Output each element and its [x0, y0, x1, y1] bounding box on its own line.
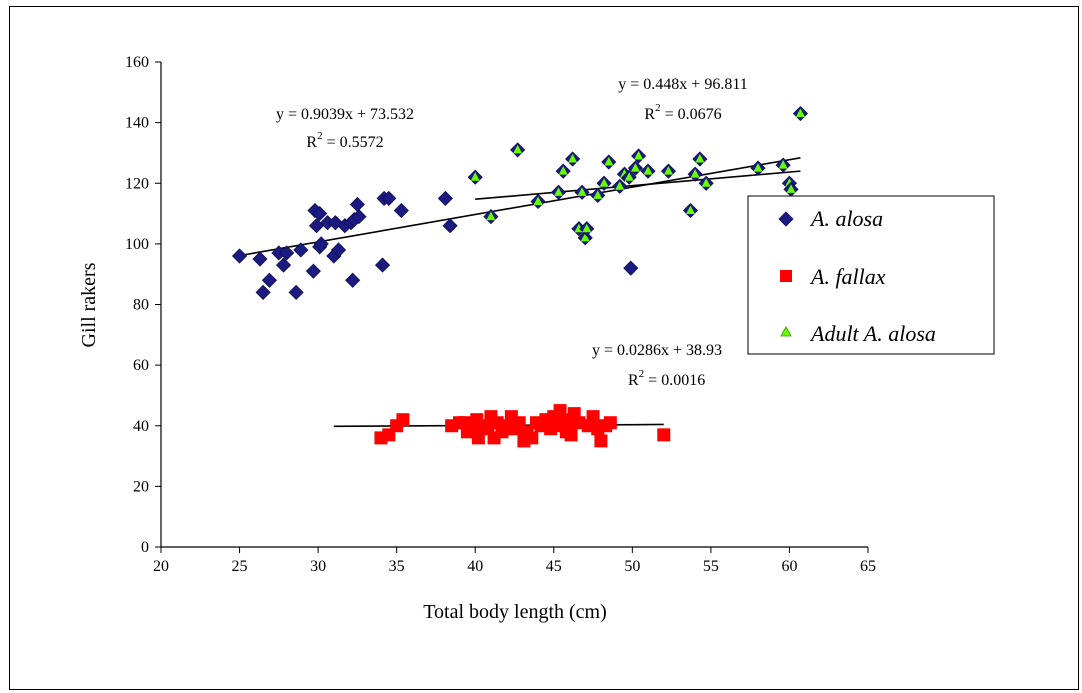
data-point-adult-alosa — [701, 178, 711, 187]
x-tick-label: 60 — [781, 558, 797, 575]
legend-label-adult-alosa: Adult A. alosa — [809, 321, 936, 346]
data-point-fallax — [603, 416, 617, 430]
y-tick-label: 160 — [125, 54, 149, 71]
data-point-adult-alosa — [753, 163, 763, 172]
y-tick-label: 120 — [125, 175, 149, 192]
data-point-alosa — [330, 242, 347, 258]
data-point-adult-alosa — [624, 172, 634, 181]
data-point-adult-alosa — [690, 169, 700, 178]
legend-marker-fallax — [780, 270, 792, 282]
y-axis-label: Gill rakers — [78, 262, 100, 347]
legend-marker-alosa — [778, 211, 794, 227]
y-tick-label: 0 — [141, 539, 149, 556]
chart-frame — [9, 6, 1079, 690]
trendline-label-adult-alosa: y = 0.448x + 96.811 R2 = 0.0676 — [618, 76, 747, 123]
trendline-label-alosa: y = 0.9039x + 73.532 R2 = 0.5572 — [276, 106, 414, 151]
data-point-adult-alosa — [553, 187, 563, 196]
legend: A. alosa A. fallax Adult A. alosa — [747, 195, 995, 355]
data-point-alosa — [252, 251, 268, 267]
x-axis-label: Total body length (cm) — [423, 601, 607, 623]
data-point-adult-alosa — [513, 144, 523, 154]
data-point-adult-alosa — [599, 178, 609, 187]
data-point-alosa — [293, 242, 309, 258]
x-tick-label: 20 — [153, 558, 169, 575]
x-tick-label: 45 — [546, 558, 562, 575]
data-point-fallax — [525, 431, 539, 445]
data-point-adult-alosa — [795, 108, 805, 118]
data-point-adult-alosa — [643, 166, 653, 175]
data-point-alosa — [279, 245, 295, 261]
r2-fallax: R2 = 0.0016 — [628, 368, 705, 389]
data-point-fallax — [564, 428, 578, 442]
legend-marker-adult-alosa — [780, 326, 792, 337]
equation-adult-alosa: y = 0.448x + 96.811 — [618, 76, 747, 93]
data-point-alosa — [275, 257, 292, 273]
data-point-alosa — [437, 190, 453, 206]
equation-fallax: y = 0.0286x + 38.93 — [592, 342, 722, 359]
r2-adult-alosa: R2 = 0.0676 — [644, 102, 721, 123]
y-tick-label: 40 — [133, 418, 149, 435]
x-tick-label: 40 — [467, 558, 483, 575]
data-point-alosa — [231, 248, 248, 264]
data-point-adult-alosa — [470, 172, 480, 181]
equation-alosa: y = 0.9039x + 73.532 — [276, 106, 414, 123]
trendline-label-fallax: y = 0.0286x + 38.93 R2 = 0.0016 — [592, 342, 722, 389]
trendline-1 — [475, 170, 801, 201]
x-tick-label: 25 — [232, 558, 248, 575]
data-point-alosa — [623, 260, 639, 276]
data-point-adult-alosa — [568, 154, 578, 163]
data-point-fallax — [586, 410, 600, 424]
x-tick-label: 30 — [310, 558, 326, 575]
trendline-0 — [239, 157, 801, 257]
y-tick-label: 20 — [133, 478, 149, 495]
data-point-adult-alosa — [663, 166, 673, 175]
data-point-alosa — [305, 263, 321, 279]
data-point-adult-alosa — [577, 187, 587, 196]
data-point-alosa — [255, 284, 271, 300]
data-point-adult-alosa — [634, 150, 644, 160]
r2-alosa: R2 = 0.5572 — [306, 130, 383, 151]
x-tick-label: 35 — [389, 558, 405, 575]
data-point-fallax — [594, 434, 608, 448]
legend-label-fallax: A. fallax — [809, 264, 886, 289]
legend-label-alosa: A. alosa — [809, 206, 883, 231]
data-point-alosa — [393, 202, 409, 219]
data-point-alosa — [313, 236, 329, 252]
data-point-alosa — [312, 205, 328, 222]
y-tick-label: 100 — [125, 236, 149, 253]
data-point-adult-alosa — [558, 166, 568, 175]
y-tick-label: 80 — [133, 297, 149, 314]
data-point-alosa — [288, 284, 304, 300]
x-tick-label: 50 — [624, 558, 640, 575]
x-tick-label: 65 — [860, 558, 876, 575]
data-point-adult-alosa — [580, 232, 590, 242]
data-point-alosa — [381, 190, 397, 206]
data-point-adult-alosa — [685, 205, 695, 215]
data-point-alosa — [351, 209, 367, 225]
data-point-adult-alosa — [695, 154, 705, 163]
data-point-fallax — [396, 413, 410, 427]
data-point-adult-alosa — [604, 157, 614, 166]
data-point-alosa — [308, 218, 325, 234]
data-point-adult-alosa — [630, 163, 640, 172]
data-point-alosa — [374, 257, 391, 273]
data-point-adult-alosa — [486, 211, 496, 221]
data-point-adult-alosa — [778, 160, 788, 169]
data-point-adult-alosa — [615, 181, 625, 190]
data-point-adult-alosa — [786, 184, 796, 193]
x-tick-label: 55 — [703, 558, 719, 575]
data-point-alosa — [349, 196, 365, 213]
data-point-adult-alosa — [593, 190, 603, 199]
data-point-alosa — [442, 218, 458, 234]
y-tick-label: 60 — [133, 357, 149, 374]
data-point-fallax — [657, 428, 671, 442]
data-point-adult-alosa — [533, 196, 543, 205]
data-point-alosa — [261, 272, 277, 288]
data-point-adult-alosa — [582, 223, 592, 233]
y-tick-label: 140 — [125, 115, 149, 132]
data-point-alosa — [345, 272, 361, 288]
